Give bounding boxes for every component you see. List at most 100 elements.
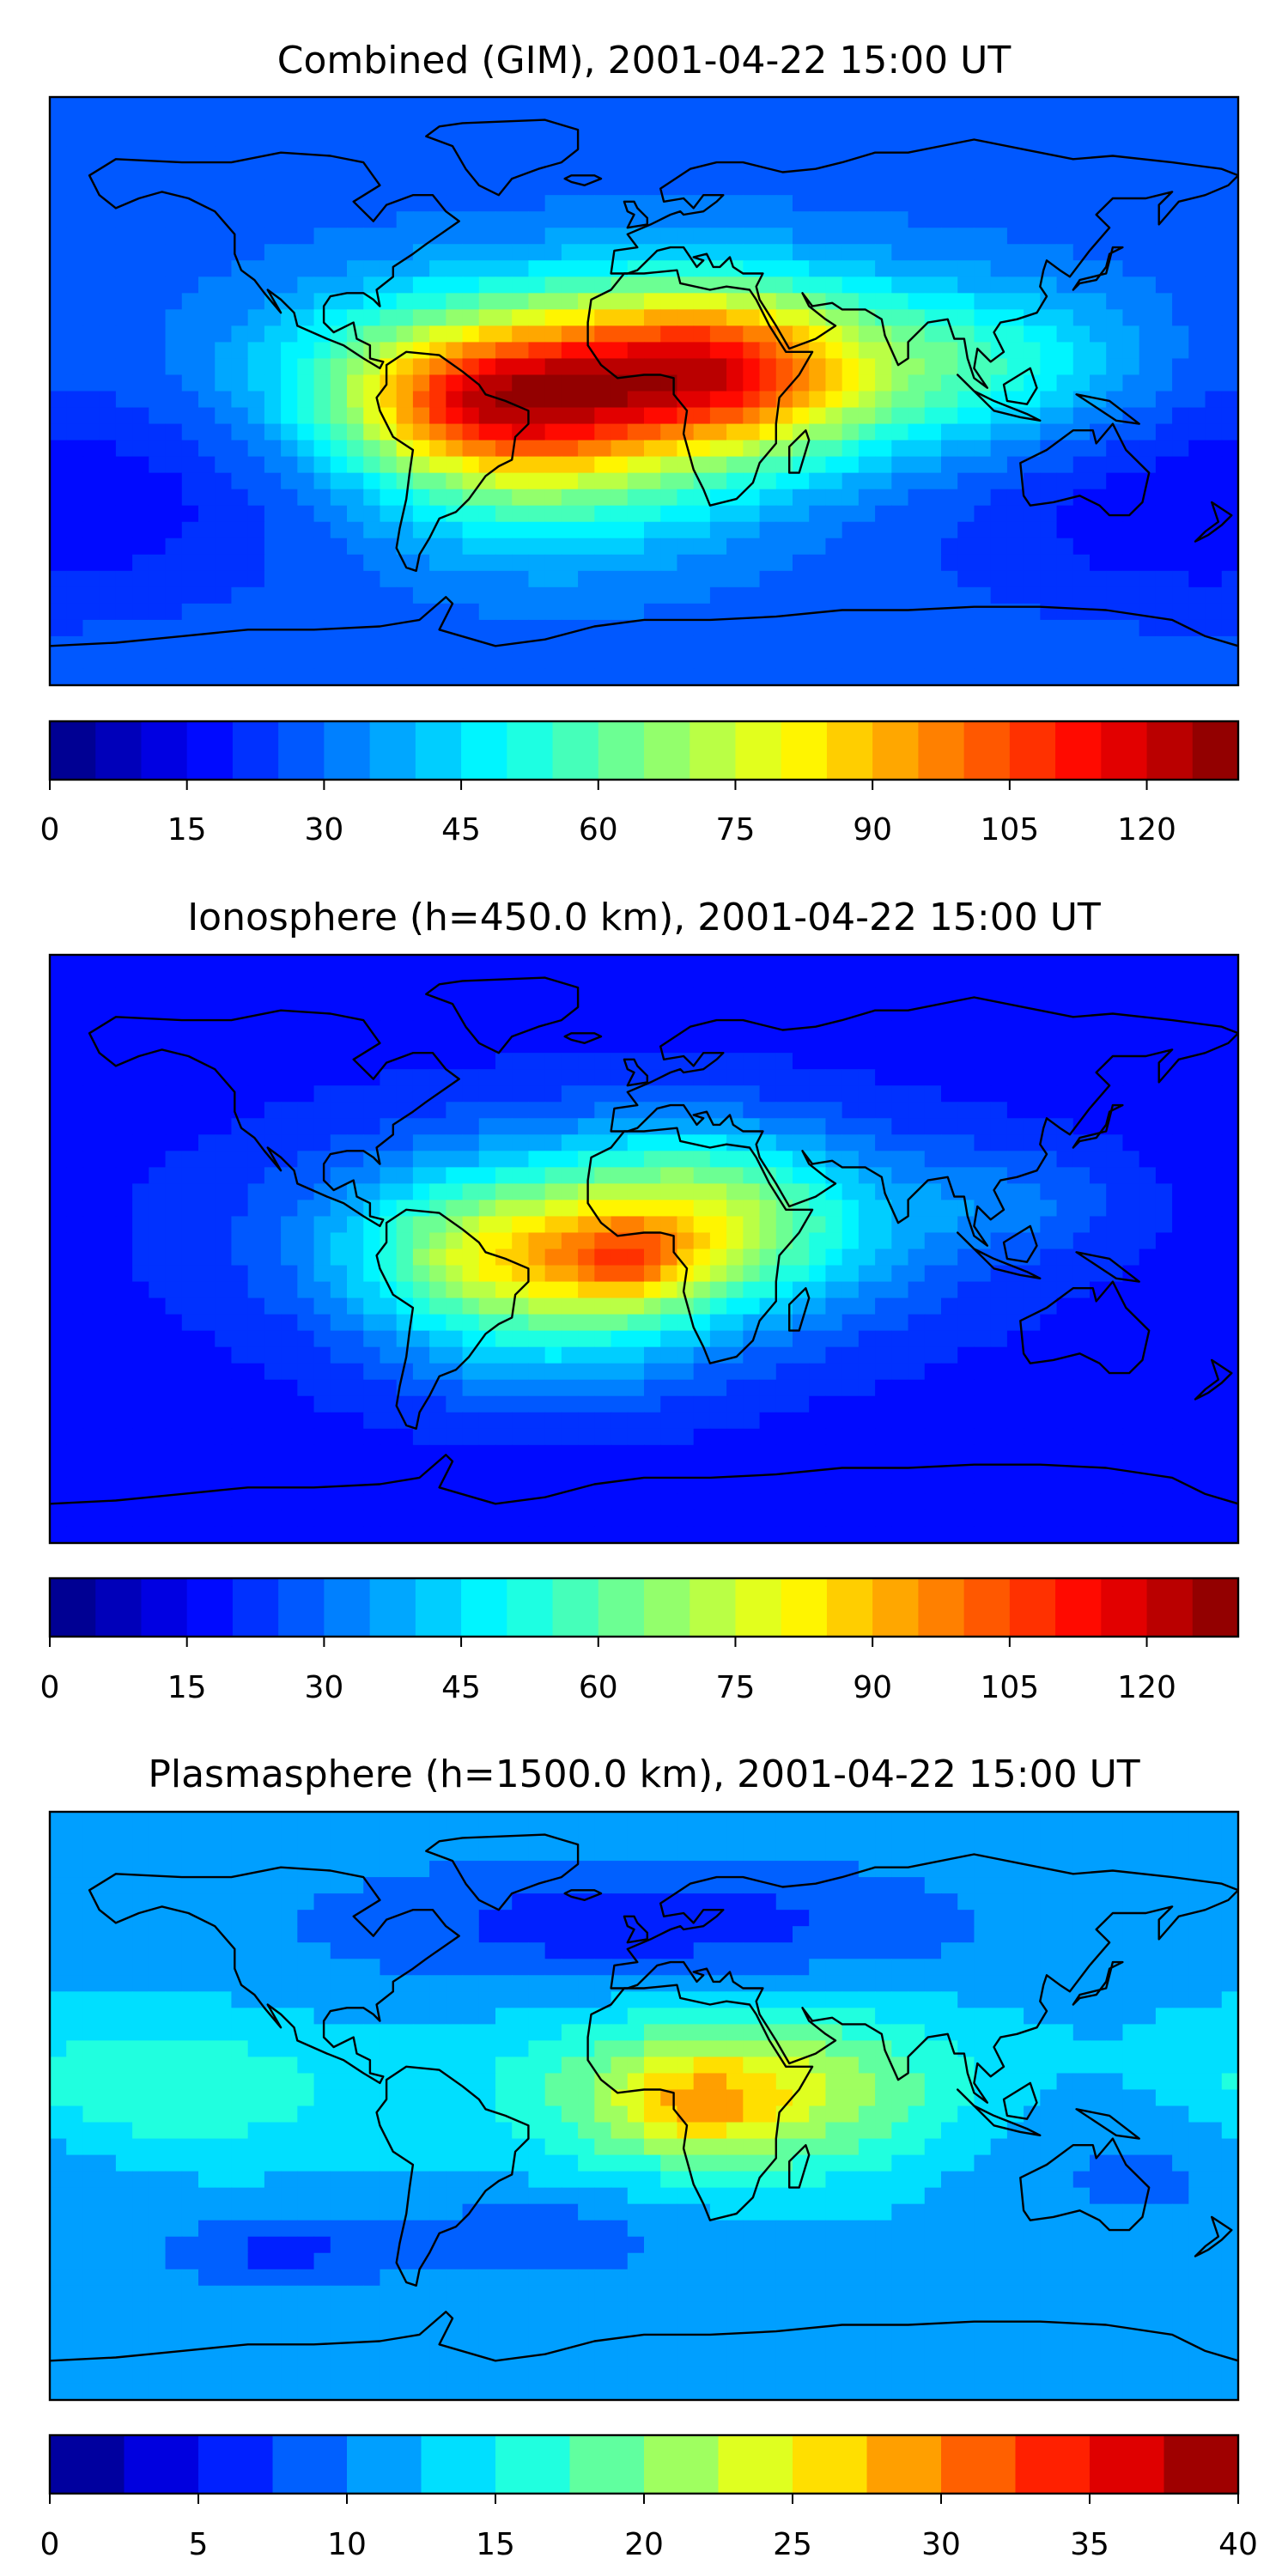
colorbar-segment: [872, 1578, 919, 1637]
colorbar-segment: [421, 2435, 496, 2494]
south-america-coast: [375, 2065, 530, 2287]
colorbar-segment: [369, 721, 416, 780]
coastlines: [50, 1833, 1238, 2362]
colorbar-segment: [278, 1578, 325, 1637]
borneo-coast: [1002, 367, 1038, 405]
colorbar-tick-label: 15: [167, 812, 207, 848]
colorbar-tick-label: 120: [1117, 812, 1176, 848]
panel-2: Ionosphere (h=450.0 km), 2001-04-22 15:0…: [40, 896, 1240, 1705]
colorbar-segment: [272, 2435, 348, 2494]
colorbar-tick-label: 25: [773, 2527, 812, 2562]
colorbar-segment: [1055, 721, 1102, 780]
colorbar-segment: [1090, 2435, 1165, 2494]
colorbar-tick-label: 90: [853, 812, 892, 848]
colorbar-segment: [1009, 721, 1056, 780]
colorbar-segment: [1163, 2435, 1239, 2494]
coastlines: [50, 976, 1238, 1505]
colorbar-segment: [95, 721, 143, 780]
colorbar-segment: [793, 2435, 868, 2494]
new-zealand-coast: [1194, 1358, 1233, 1400]
antarctica-coast: [50, 596, 1238, 647]
colorbar-tick-label: 75: [716, 812, 756, 848]
colorbar-segment: [644, 721, 690, 780]
contour-field: [50, 97, 1238, 685]
panel-title: Plasmasphere (h=1500.0 km), 2001-04-22 1…: [148, 1753, 1139, 1796]
colorbar-segment: [735, 1578, 782, 1637]
colorbar-segment: [50, 1578, 96, 1637]
borneo-coast: [1002, 2081, 1038, 2120]
colorbar-segment: [598, 1578, 645, 1637]
colorbar-segment: [918, 721, 965, 780]
australia-coast: [1019, 1280, 1151, 1375]
colorbar-segment: [826, 721, 873, 780]
map-frame: [48, 95, 1240, 687]
colorbar-segment: [507, 721, 554, 780]
colorbar-segment: [918, 1578, 965, 1637]
colorbar-segment: [186, 1578, 234, 1637]
australia-coast: [1019, 2137, 1151, 2232]
north-america-coast: [88, 1009, 460, 1228]
colorbar-segment: [598, 721, 645, 780]
antarctica-coast: [50, 2311, 1238, 2362]
colorbar-segment: [1015, 2435, 1091, 2494]
map-area: [50, 1812, 1238, 2400]
contour-field: [50, 1812, 1238, 2400]
map-area: [50, 955, 1238, 1543]
colorbar-tick-label: 35: [1070, 2527, 1109, 2562]
colorbar: 0 15 30 45 60 75 90 105 120: [40, 1577, 1240, 1705]
madagascar-coast: [788, 1286, 811, 1332]
colorbar-segment: [781, 1578, 828, 1637]
indonesia-coast: [956, 374, 1042, 422]
colorbar-tick-label: 60: [579, 1670, 618, 1705]
colorbar-segment: [186, 721, 234, 780]
colorbar-segment: [690, 1578, 737, 1637]
australia-coast: [1019, 422, 1151, 517]
colorbar-segment: [552, 721, 599, 780]
japan-coast: [1072, 1103, 1124, 1149]
eurasia-coast: [610, 138, 1238, 389]
colorbar-tick-label: 40: [1218, 2527, 1258, 2562]
colorbar-tick-label: 105: [980, 812, 1039, 848]
colorbar-segment: [50, 721, 96, 780]
colorbar-segment: [644, 1578, 690, 1637]
south-america-coast: [375, 350, 530, 572]
panel-title: Combined (GIM), 2001-04-22 15:00 UT: [277, 39, 1012, 82]
new-guinea-coast: [1075, 393, 1140, 425]
colorbar-segment: [324, 1578, 371, 1637]
colorbar-segment: [1192, 1578, 1239, 1637]
indonesia-coast: [956, 1231, 1042, 1280]
colorbar-segment: [415, 1578, 462, 1637]
colorbar-tick-label: 90: [853, 1670, 892, 1705]
colorbar-tick-label: 15: [476, 2527, 515, 2562]
colorbar-segment: [690, 721, 737, 780]
panel-1: Combined (GIM), 2001-04-22 15:00 UT 0 15 30…: [40, 39, 1240, 848]
uk-coast: [623, 1058, 648, 1087]
north-america-coast: [88, 151, 460, 370]
colorbar-segment: [866, 2435, 942, 2494]
colorbar-segment: [141, 1578, 188, 1637]
colorbar-segment: [644, 2435, 720, 2494]
new-zealand-coast: [1194, 2215, 1233, 2257]
colorbar-segment: [552, 1578, 599, 1637]
colorbar-tick-label: 10: [327, 2527, 367, 2562]
antarctica-coast: [50, 1454, 1238, 1505]
colorbar-tick-label: 20: [624, 2527, 664, 2562]
madagascar-coast: [788, 2143, 811, 2189]
greenland-coast: [425, 976, 580, 1054]
eurasia-coast: [610, 1853, 1238, 2104]
borneo-coast: [1002, 1224, 1038, 1263]
greenland-coast: [425, 1833, 580, 1911]
new-guinea-coast: [1075, 2108, 1140, 2140]
japan-coast: [1072, 1960, 1124, 2006]
panel-3: Plasmasphere (h=1500.0 km), 2001-04-22 1…: [40, 1753, 1258, 2562]
colorbar-tick-label: 0: [40, 2527, 60, 2562]
eurasia-coast: [610, 996, 1238, 1247]
colorbar: 0 5 10 15 20 25 30 35 40: [40, 2433, 1258, 2562]
colorbar-tick-label: 0: [40, 1670, 60, 1705]
colorbar-segment: [1146, 1578, 1194, 1637]
contour-field: [50, 955, 1238, 1543]
africa-coast: [586, 1127, 814, 1364]
colorbar-tick-label: 45: [441, 1670, 481, 1705]
colorbar-segment: [1009, 1578, 1056, 1637]
colorbar-segment: [872, 721, 919, 780]
